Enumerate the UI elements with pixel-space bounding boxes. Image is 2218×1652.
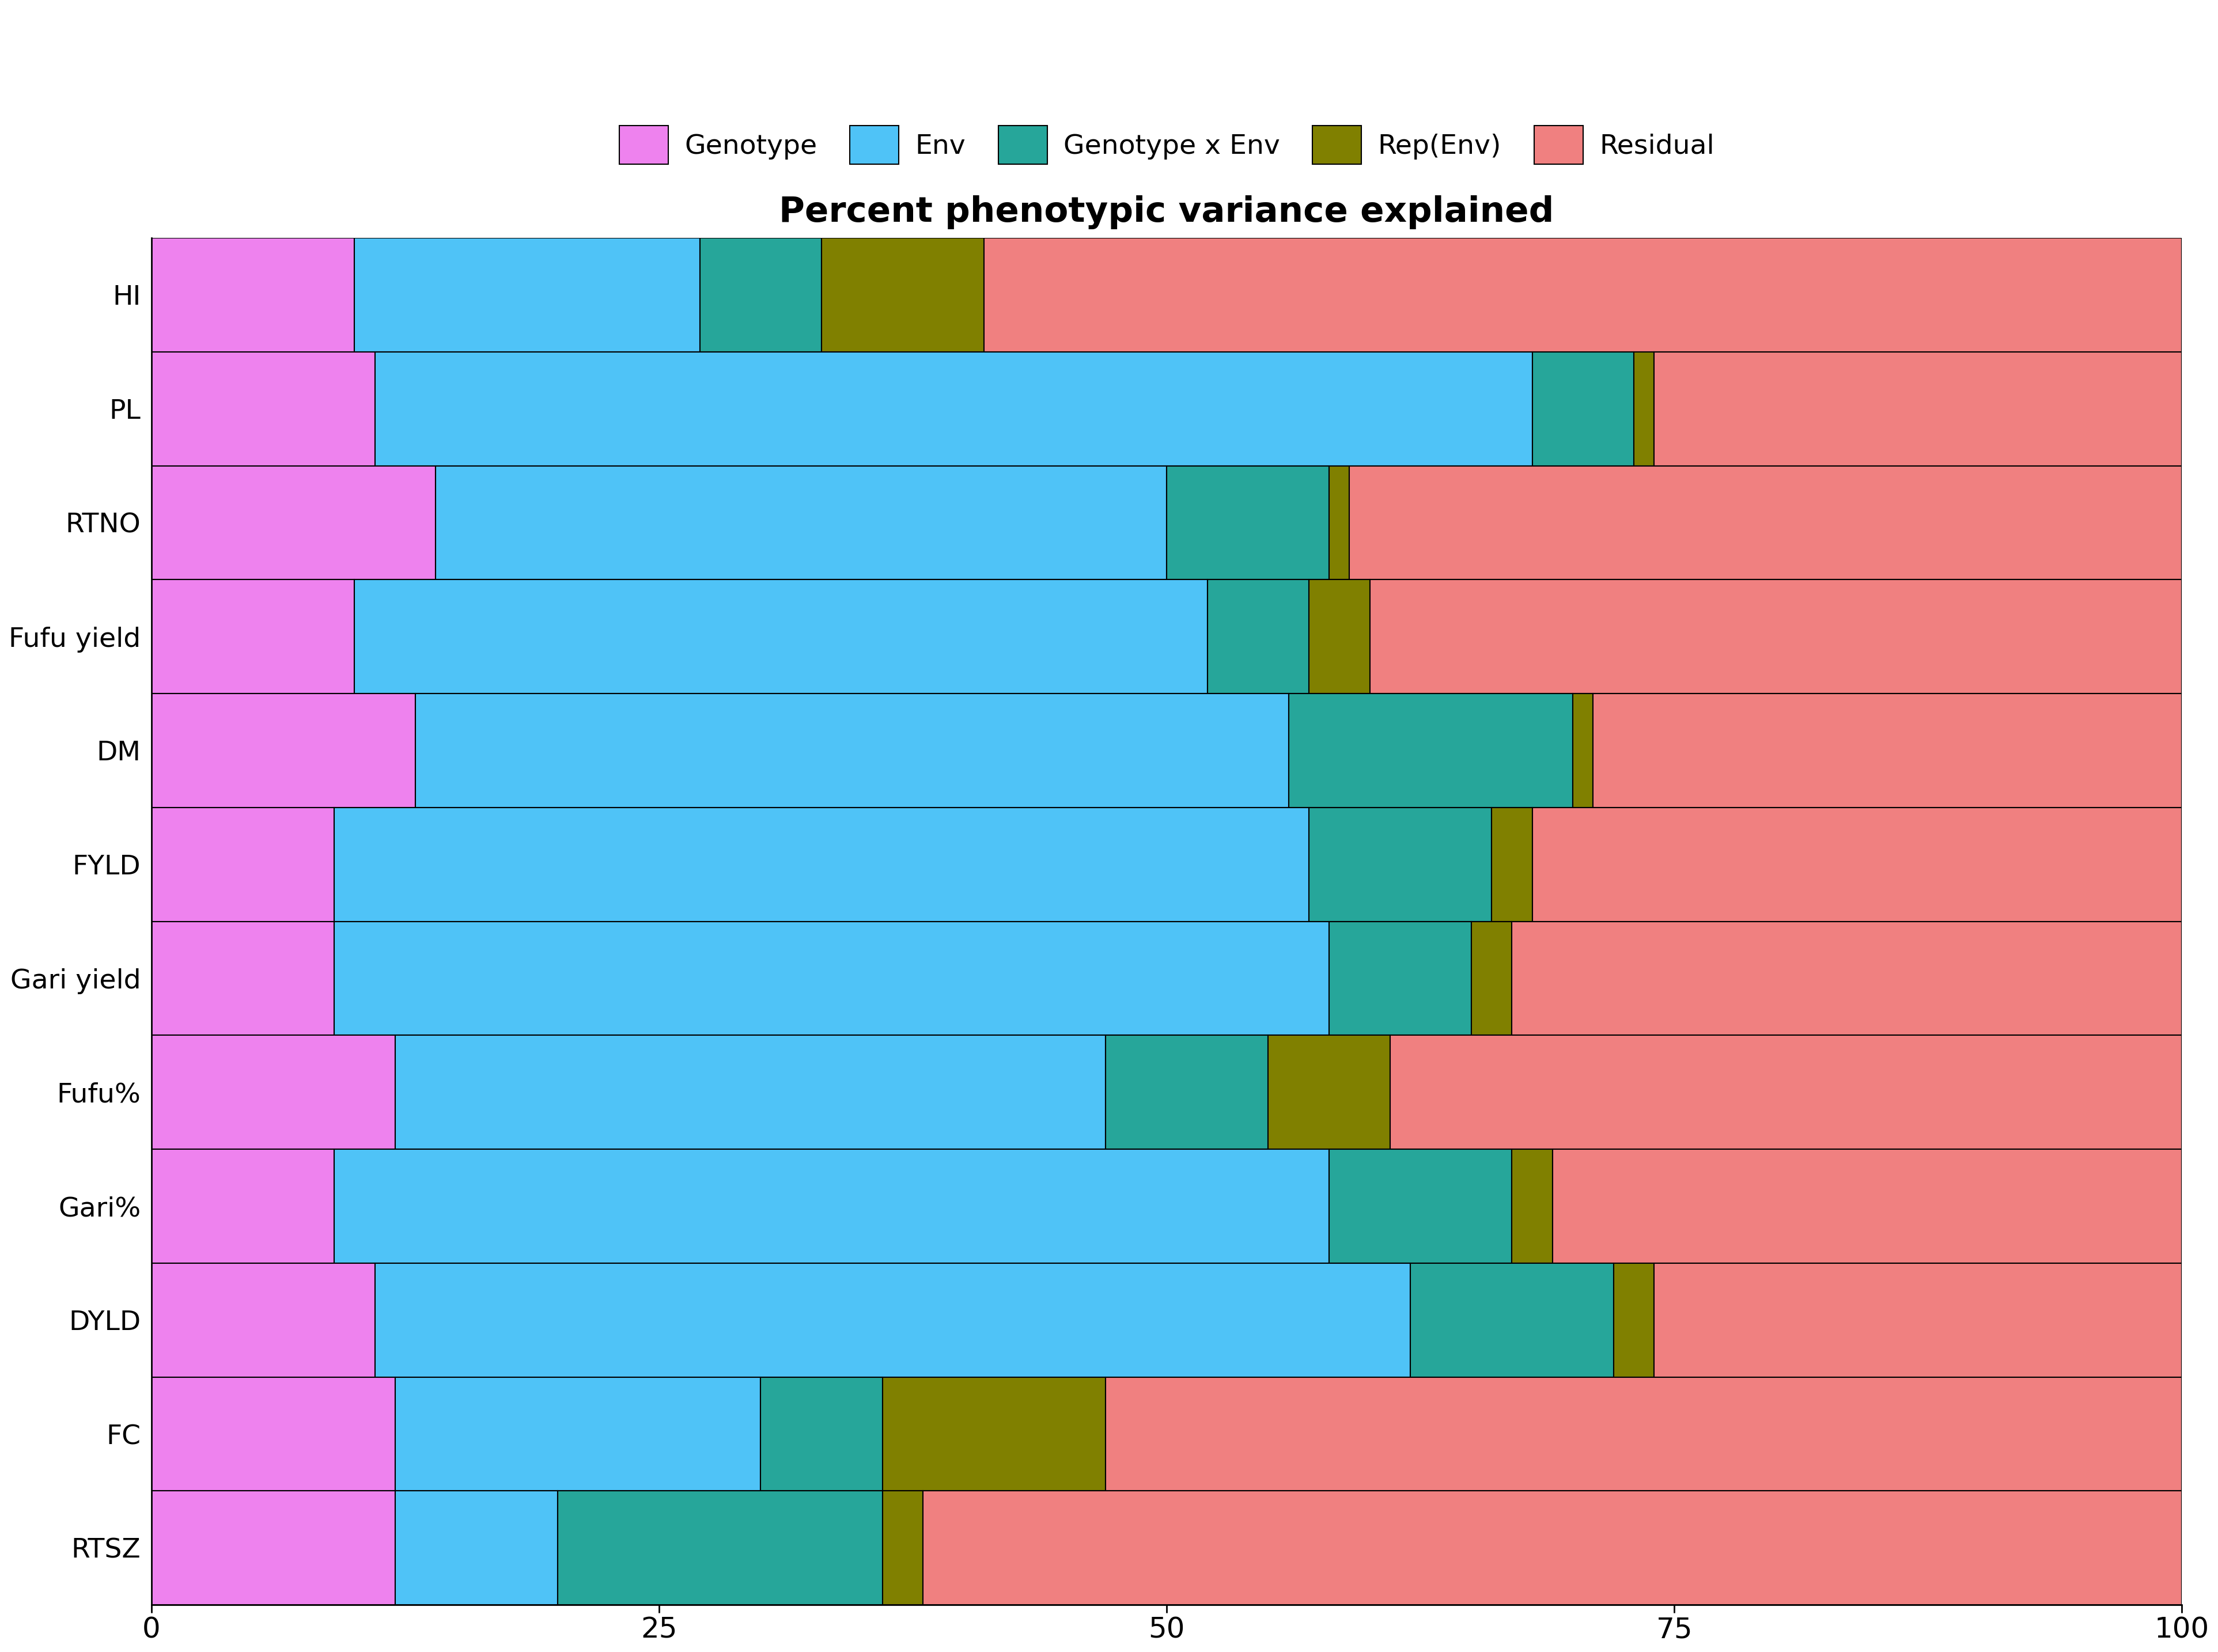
- Bar: [151, 694, 415, 808]
- Bar: [1371, 580, 2183, 694]
- Bar: [1533, 808, 2183, 922]
- Bar: [335, 922, 1329, 1036]
- Bar: [1635, 352, 1655, 466]
- Bar: [1329, 1150, 1513, 1264]
- Bar: [1533, 352, 1635, 466]
- Bar: [151, 1492, 395, 1604]
- Bar: [761, 1378, 883, 1492]
- Bar: [1573, 694, 1593, 808]
- Bar: [1107, 1378, 2183, 1492]
- Bar: [1167, 466, 1329, 580]
- Bar: [375, 1264, 1411, 1378]
- Bar: [151, 352, 375, 466]
- Bar: [1329, 466, 1349, 580]
- Bar: [1553, 1150, 2183, 1264]
- Bar: [883, 1378, 1107, 1492]
- Bar: [1513, 922, 2183, 1036]
- Bar: [1309, 808, 1490, 922]
- Bar: [1207, 580, 1309, 694]
- Bar: [1655, 1264, 2183, 1378]
- Bar: [151, 1150, 335, 1264]
- Bar: [151, 922, 335, 1036]
- Bar: [1309, 580, 1371, 694]
- Bar: [415, 694, 1289, 808]
- Bar: [395, 1378, 761, 1492]
- Bar: [1289, 694, 1573, 808]
- Bar: [699, 238, 821, 352]
- Bar: [151, 1378, 395, 1492]
- Legend: Genotype, Env, Genotype x Env, Rep(Env), Residual: Genotype, Env, Genotype x Env, Rep(Env),…: [608, 114, 1726, 175]
- Bar: [151, 808, 335, 922]
- Bar: [1391, 1036, 2183, 1150]
- Bar: [1349, 466, 2183, 580]
- Bar: [1655, 352, 2183, 466]
- Bar: [985, 238, 2183, 352]
- Bar: [355, 580, 1207, 694]
- Bar: [1411, 1264, 1612, 1378]
- Bar: [1612, 1264, 1655, 1378]
- Bar: [375, 352, 1533, 466]
- Bar: [335, 808, 1309, 922]
- Bar: [151, 1264, 375, 1378]
- Bar: [1107, 1036, 1269, 1150]
- Bar: [151, 1036, 395, 1150]
- Bar: [1490, 808, 1533, 922]
- Title: Percent phenotypic variance explained: Percent phenotypic variance explained: [779, 195, 1555, 230]
- Bar: [557, 1492, 883, 1604]
- Bar: [335, 1150, 1329, 1264]
- Bar: [1471, 922, 1513, 1036]
- Bar: [435, 466, 1167, 580]
- Bar: [151, 466, 435, 580]
- Bar: [883, 1492, 923, 1604]
- Bar: [1269, 1036, 1391, 1150]
- Bar: [1593, 694, 2183, 808]
- Bar: [1513, 1150, 1553, 1264]
- Bar: [923, 1492, 2183, 1604]
- Bar: [151, 238, 355, 352]
- Bar: [821, 238, 985, 352]
- Bar: [151, 580, 355, 694]
- Bar: [355, 238, 699, 352]
- Bar: [395, 1036, 1107, 1150]
- Bar: [1329, 922, 1471, 1036]
- Bar: [395, 1492, 557, 1604]
